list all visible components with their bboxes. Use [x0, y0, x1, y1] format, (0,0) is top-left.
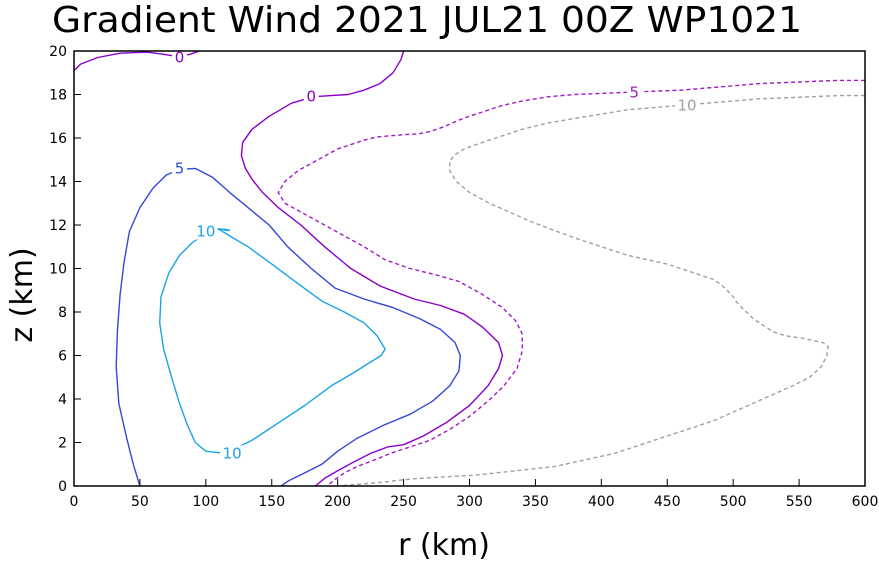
x-tick-label-9: 450: [654, 494, 681, 510]
contour-label-bg-1: [303, 88, 319, 105]
y-tick-label-1: 2: [58, 436, 67, 452]
contour-label-bg-3: [193, 223, 218, 240]
contour-label-bg-2: [171, 160, 187, 177]
contour-label-0: 0: [175, 49, 185, 67]
y-tick-label-5: 10: [49, 262, 67, 278]
x-axis: 0 50 100 150 200 250 300 350 400 450 500 550 600: [70, 479, 879, 510]
contour-label-2: 5: [175, 159, 185, 177]
x-tick-label-12: 600: [852, 494, 879, 510]
contour-label-bg-6: [675, 97, 700, 114]
contour-line-1: [240, 50, 504, 487]
y-axis-label: z (km): [5, 247, 40, 342]
contour-label-4: 10: [223, 444, 242, 462]
contour-label-3: 10: [196, 223, 215, 241]
contour-label-6: 10: [677, 96, 696, 114]
x-tick-label-10: 500: [720, 494, 747, 510]
y-tick-label-7: 14: [49, 175, 67, 191]
y-tick-label-4: 8: [58, 305, 67, 321]
x-tick-label-0: 0: [70, 494, 79, 510]
x-tick-label-7: 350: [522, 494, 549, 510]
contour-lines: [73, 50, 865, 487]
contour-line-2: [115, 167, 461, 487]
x-tick-label-3: 150: [258, 494, 285, 510]
plot-frame: [73, 50, 866, 487]
contour-line-3: [158, 226, 386, 455]
y-tick-label-8: 16: [49, 131, 67, 147]
y-tick-label-6: 12: [49, 218, 67, 234]
y-tick-label-3: 6: [58, 349, 67, 365]
y-tick-label-0: 0: [58, 479, 67, 495]
x-tick-label-4: 200: [324, 494, 351, 510]
y-tick-label-9: 18: [49, 88, 67, 104]
x-tick-label-8: 400: [588, 494, 615, 510]
contour-label-1: 0: [307, 88, 317, 106]
contour-label-bg-4: [220, 445, 245, 462]
contour-label-bg-0: [171, 49, 187, 66]
x-tick-label-6: 300: [456, 494, 483, 510]
x-tick-label-11: 550: [786, 494, 813, 510]
contour-labels: 0 0 5 10 10 5 10: [171, 49, 700, 462]
y-tick-label-10: 20: [49, 44, 67, 60]
x-tick-label-1: 50: [131, 494, 149, 510]
contour-line-4: [277, 79, 865, 487]
y-tick-label-2: 4: [58, 392, 67, 408]
x-tick-label-5: 250: [390, 494, 417, 510]
x-tick-label-2: 100: [192, 494, 219, 510]
x-axis-label: r (km): [398, 528, 490, 561]
chart-title: Gradient Wind 2021 JUL21 00Z WP1021: [52, 0, 802, 41]
contour-label-5: 5: [630, 83, 640, 101]
contour-label-bg-5: [626, 84, 642, 101]
contour-line-5: [334, 94, 865, 487]
y-axis: 0 2 4 6 8 10 12 14 16 18 20: [49, 44, 81, 495]
